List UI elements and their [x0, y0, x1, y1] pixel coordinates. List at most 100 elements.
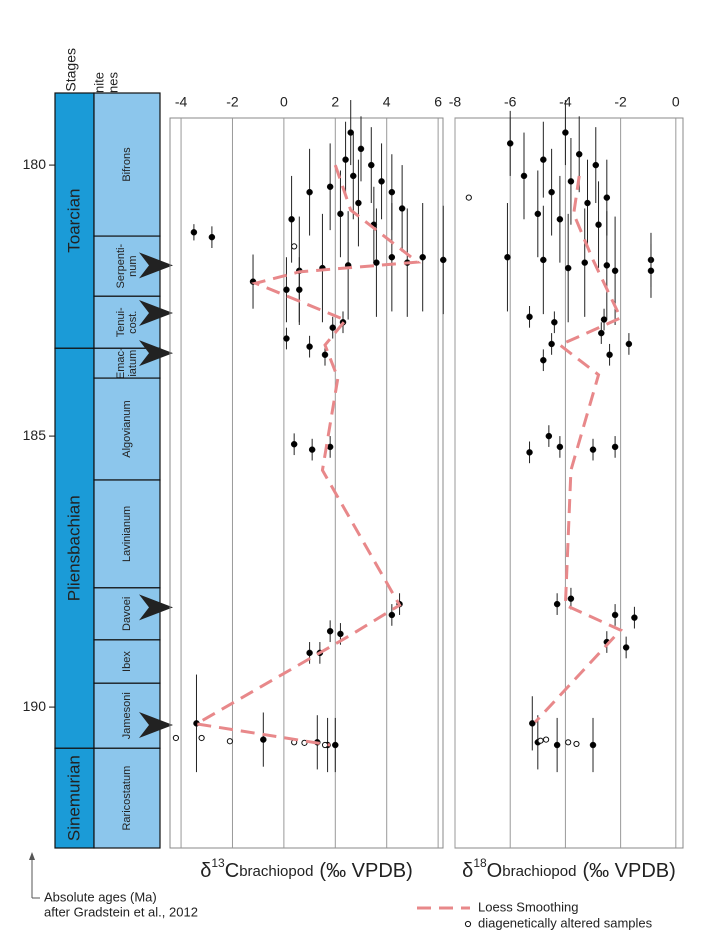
- sample-point: [308, 446, 316, 453]
- sample-point: [534, 210, 542, 218]
- sample-point: [337, 210, 344, 218]
- sample-point: [611, 443, 619, 451]
- x-axis-label: δ18Obrachiopod (‰ VPDB): [462, 856, 676, 882]
- label-subscript: brachiopod: [502, 863, 576, 880]
- altered-sample: [465, 194, 472, 201]
- zone-label: iatum: [127, 350, 139, 377]
- panel-frame: [169, 117, 444, 849]
- stage-label: Pliensbachian: [64, 495, 83, 601]
- event-arrow: [139, 300, 173, 327]
- sample-point: [562, 129, 569, 136]
- sample-point: [545, 432, 553, 440]
- sample-point: [440, 256, 447, 264]
- altered-sample: [537, 737, 544, 744]
- sample-point: [526, 449, 533, 456]
- sample-point: [625, 340, 633, 348]
- sample-point: [357, 145, 365, 153]
- note-text: Absolute ages (Ma): [44, 889, 157, 904]
- sample-point: [529, 720, 536, 727]
- sample-point: [283, 286, 290, 293]
- sample-point: [589, 741, 597, 749]
- zone-label: Emac-: [115, 347, 127, 379]
- sample-point: [326, 183, 334, 191]
- x-tick-label: -8: [449, 94, 462, 110]
- sample-point: [553, 741, 561, 749]
- x-axis-label: δ13Cbrachiopod (‰ VPDB): [200, 856, 413, 882]
- sample-point: [208, 233, 216, 241]
- sample-point: [567, 595, 575, 602]
- zone-label: Algovianum: [121, 400, 133, 457]
- altered-sample: [321, 741, 329, 749]
- x-tick-label: 0: [672, 94, 680, 110]
- sample-point: [283, 335, 290, 342]
- event-arrow: [139, 252, 173, 279]
- sample-point: [611, 267, 619, 275]
- legend-label: diagenetically altered samples: [478, 915, 653, 930]
- zone-label: Bifrons: [121, 147, 133, 182]
- x-tick-label: 0: [280, 94, 288, 110]
- sample-point: [378, 178, 385, 185]
- label-isotope: 18: [473, 856, 487, 870]
- sample-point: [306, 343, 313, 350]
- sample-point: [296, 286, 303, 293]
- y-tick-label: 180: [23, 156, 47, 172]
- label-symbol: δ: [462, 860, 473, 882]
- zone-box: [93, 639, 161, 684]
- x-tick-label: -4: [175, 94, 188, 110]
- altered-sample: [573, 740, 580, 748]
- sample-point: [551, 319, 558, 326]
- sample-point: [306, 188, 313, 196]
- zone-label: num: [127, 255, 139, 276]
- loess-line: [533, 175, 624, 724]
- zone-label: Raricostatum: [121, 766, 133, 831]
- sample-point: [260, 736, 267, 743]
- sample-point: [611, 611, 619, 619]
- note-arrow-head: [29, 852, 35, 860]
- sample-point: [553, 600, 561, 608]
- sample-point: [564, 264, 572, 272]
- x-tick-label: 6: [434, 94, 442, 110]
- sample-point: [520, 172, 528, 180]
- legend-open: [464, 920, 472, 928]
- sample-point: [388, 253, 396, 261]
- sample-point: [388, 188, 396, 196]
- zone-box: [93, 682, 161, 749]
- sample-point: [606, 351, 613, 359]
- stage-label: Sinemurian: [64, 755, 83, 841]
- x-tick-label: -2: [614, 94, 627, 110]
- zone-label: Davoei: [121, 597, 133, 631]
- sample-point: [388, 611, 396, 619]
- x-tick-label: -2: [226, 94, 239, 110]
- sample-point: [575, 150, 583, 158]
- sample-point: [581, 259, 588, 266]
- sample-point: [603, 194, 611, 201]
- sample-point: [603, 262, 611, 269]
- x-tick-label: 4: [383, 94, 391, 110]
- sample-point: [329, 324, 336, 331]
- zone-label: Tenui-: [115, 307, 127, 337]
- sample-point: [190, 229, 198, 236]
- zone-label: Jamesoni: [121, 692, 133, 739]
- label-element: O: [487, 860, 503, 882]
- sample-point: [506, 140, 514, 147]
- sample-point: [326, 627, 334, 635]
- altered-sample: [226, 738, 233, 745]
- loess-line: [192, 164, 422, 747]
- altered-sample: [172, 734, 180, 742]
- label-element: C: [225, 860, 239, 882]
- sample-point: [368, 161, 375, 169]
- altered-sample: [565, 739, 572, 746]
- sample-point: [306, 649, 313, 657]
- sample-point: [342, 156, 349, 163]
- sample-point: [556, 216, 564, 223]
- sample-point: [631, 614, 638, 621]
- sample-point: [373, 259, 380, 266]
- sample-point: [548, 340, 555, 348]
- sample-point: [337, 630, 344, 638]
- label-isotope: 13: [211, 856, 225, 870]
- zone-box: [93, 479, 161, 589]
- altered-sample: [198, 734, 205, 742]
- sample-point: [540, 256, 547, 264]
- sample-point: [592, 161, 600, 169]
- sample-point: [600, 316, 608, 323]
